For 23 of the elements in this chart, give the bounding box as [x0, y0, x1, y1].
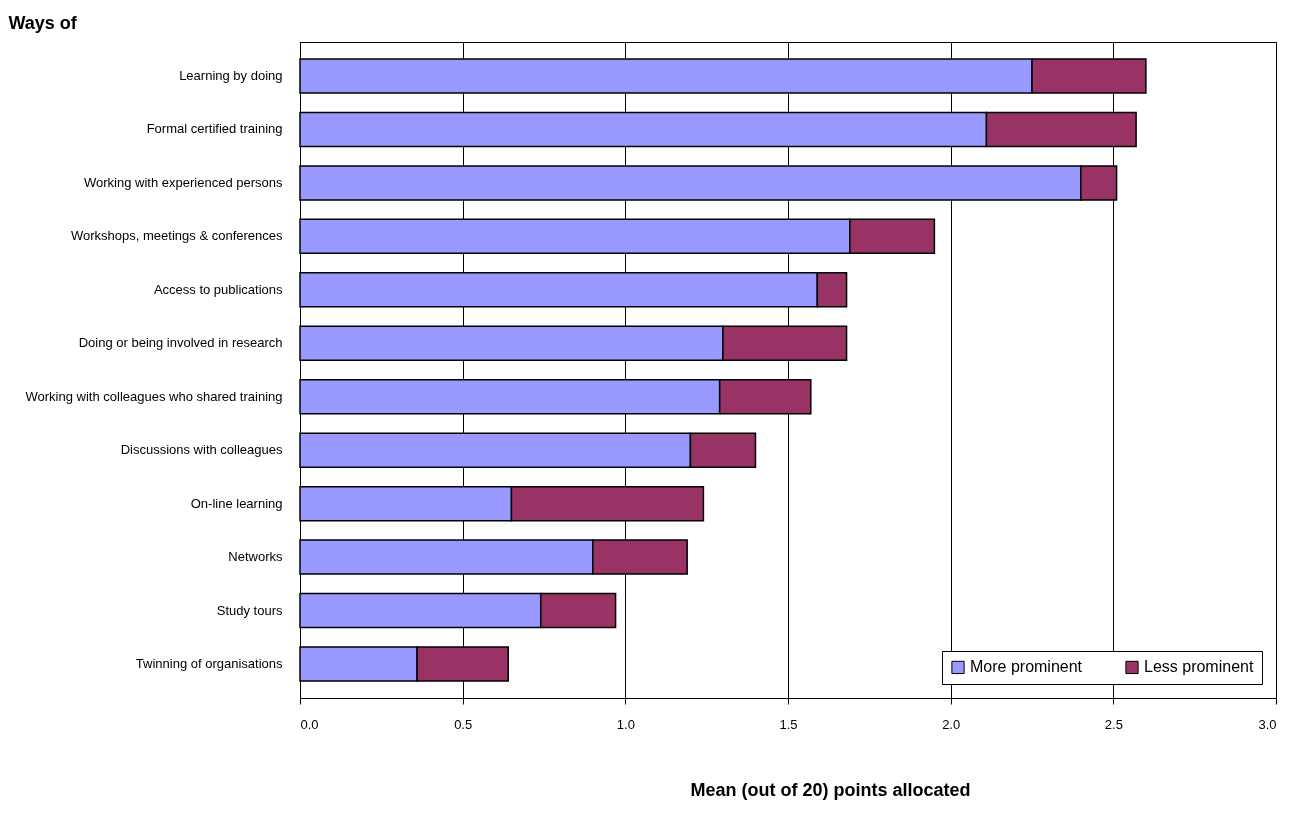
y-tick-label: Working with experienced persons — [84, 174, 283, 190]
y-tick-label: Workshops, meetings & conferences — [71, 228, 283, 244]
legend-label: More prominent — [970, 658, 1083, 676]
x-tick-label: 0.0 — [300, 716, 319, 732]
y-tick-label: Working with colleagues who shared training — [25, 388, 283, 404]
y-tick-label: Formal certified training — [146, 121, 283, 137]
y-tick-label: Study tours — [216, 602, 283, 618]
y-tick-label: On-line learning — [190, 495, 283, 511]
x-tick-label: 2.5 — [1104, 716, 1123, 732]
x-tick-label: 3.0 — [1258, 716, 1277, 732]
legend-label: Less prominent — [1144, 658, 1254, 676]
y-tick-label: Doing or being involved in research — [78, 335, 283, 351]
y-tick-label: Discussions with colleagues — [120, 442, 283, 458]
x-tick-label: 1.0 — [616, 716, 635, 732]
y-tick-label: Networks — [228, 549, 283, 565]
x-axis-title: Mean (out of 20) points allocated — [690, 779, 971, 800]
y-tick-label: Learning by doing — [179, 67, 283, 83]
x-tick-label: 2.0 — [942, 716, 961, 732]
x-tick-label: 0.5 — [454, 716, 473, 732]
y-tick-label: Twinning of organisations — [135, 656, 283, 672]
y-axis-title: Ways of — [8, 12, 78, 33]
x-tick-label: 1.5 — [779, 716, 798, 732]
y-tick-label: Access to publications — [153, 281, 283, 297]
